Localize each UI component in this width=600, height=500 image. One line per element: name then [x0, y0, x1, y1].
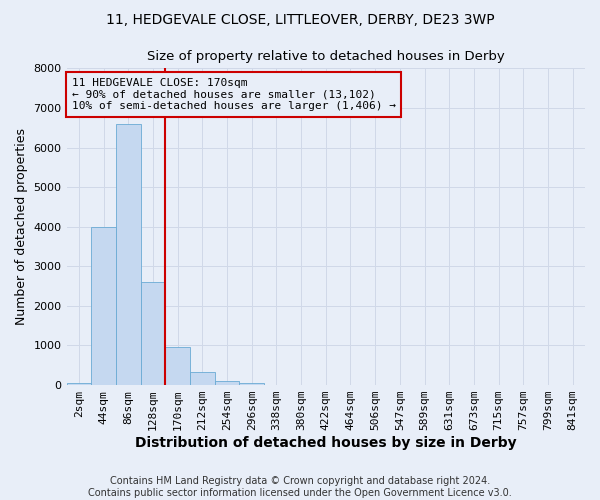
Bar	[239, 382, 264, 385]
Bar	[140, 282, 165, 385]
Bar	[215, 380, 239, 385]
Bar	[165, 348, 190, 385]
Bar	[91, 226, 116, 385]
Bar	[190, 372, 215, 385]
Text: 11, HEDGEVALE CLOSE, LITTLEOVER, DERBY, DE23 3WP: 11, HEDGEVALE CLOSE, LITTLEOVER, DERBY, …	[106, 12, 494, 26]
Title: Size of property relative to detached houses in Derby: Size of property relative to detached ho…	[147, 50, 505, 63]
Text: 11 HEDGEVALE CLOSE: 170sqm
← 90% of detached houses are smaller (13,102)
10% of : 11 HEDGEVALE CLOSE: 170sqm ← 90% of deta…	[72, 78, 396, 111]
Bar	[67, 382, 91, 385]
X-axis label: Distribution of detached houses by size in Derby: Distribution of detached houses by size …	[135, 436, 517, 450]
Bar	[116, 124, 140, 385]
Text: Contains HM Land Registry data © Crown copyright and database right 2024.
Contai: Contains HM Land Registry data © Crown c…	[88, 476, 512, 498]
Y-axis label: Number of detached properties: Number of detached properties	[15, 128, 28, 325]
